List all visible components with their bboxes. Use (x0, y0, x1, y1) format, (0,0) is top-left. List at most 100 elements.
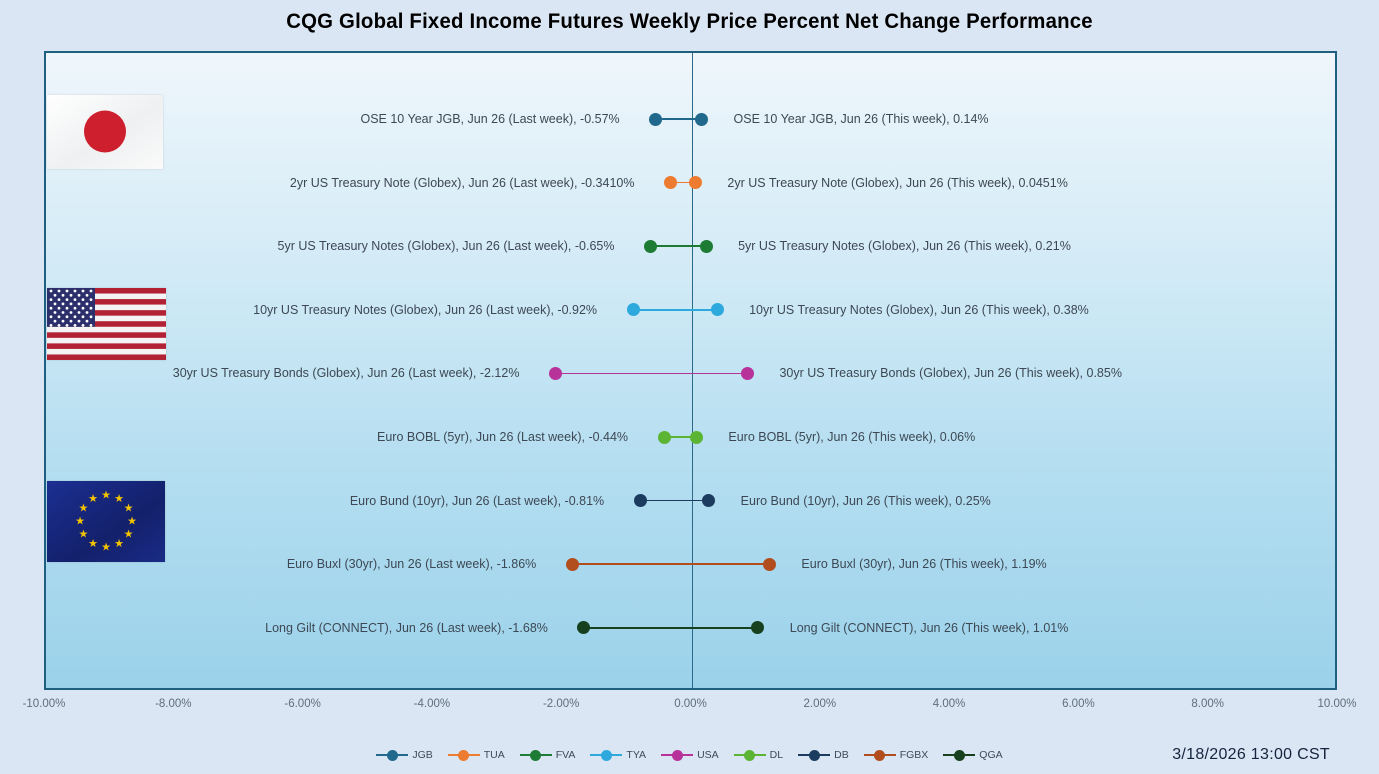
x-tick-label: -8.00% (155, 698, 192, 710)
connector-line-qga (583, 627, 758, 629)
svg-text:★: ★ (124, 503, 134, 515)
legend-item-fgbx: FGBX (863, 749, 929, 761)
zero-axis-line (692, 53, 693, 688)
svg-text:★: ★ (114, 538, 124, 550)
connector-line-jgb (655, 118, 702, 120)
plot-area: OSE 10 Year JGB, Jun 26 (Last week), -0.… (44, 51, 1337, 690)
this-week-label-fgbx: Euro Buxl (30yr), Jun 26 (This week), 1.… (801, 557, 1047, 572)
last-week-label-tua: 2yr US Treasury Note (Globex), Jun 26 (L… (289, 175, 635, 190)
data-point-this-week-jgb (695, 112, 709, 126)
data-point-this-week-db (702, 494, 716, 508)
legend-item-db: DB (798, 749, 849, 761)
connector-line-usa (555, 372, 748, 375)
legend-marker-dot (744, 749, 756, 761)
chart-title: CQG Global Fixed Income Futures Weekly P… (286, 10, 1093, 33)
last-week-label-fgbx: Euro Buxl (30yr), Jun 26 (Last week), -1… (286, 557, 537, 572)
connector-line-fgbx (572, 563, 770, 565)
legend-marker-icon (661, 749, 694, 761)
legend-item-jgb: JGB (376, 749, 433, 761)
data-point-this-week-usa (740, 366, 754, 380)
legend-marker-dot (386, 749, 398, 761)
data-point-last-week-tya (626, 303, 640, 317)
svg-text:★: ★ (101, 490, 111, 502)
legend-item-fva: FVA (519, 749, 576, 761)
data-point-last-week-fva (643, 239, 657, 253)
timestamp: 3/18/2026 13:00 CST (1172, 746, 1330, 763)
legend-label: DL (769, 749, 784, 761)
japan-flag (47, 95, 163, 169)
connector-line-dl (664, 436, 697, 438)
svg-text:★: ★ (101, 542, 111, 554)
svg-text:★: ★ (88, 493, 98, 505)
legend-marker-icon (798, 749, 831, 761)
legend-marker-dot (808, 749, 820, 761)
legend-item-tya: TYA (590, 749, 646, 761)
x-tick-label: 6.00% (1062, 698, 1095, 710)
legend-item-dl: DL (733, 749, 784, 761)
legend-marker-dot (458, 749, 470, 761)
svg-text:★: ★ (114, 493, 124, 505)
eu-flag: ★ ★ ★ ★ ★ ★ ★ ★ ★ ★ ★ ★ (47, 481, 165, 562)
data-point-last-week-jgb (649, 112, 663, 126)
data-point-last-week-fgbx (565, 557, 579, 571)
data-point-this-week-tua (688, 176, 702, 190)
legend-label: FVA (555, 749, 576, 761)
this-week-label-tya: 10yr US Treasury Notes (Globex), Jun 26 … (749, 302, 1089, 317)
this-week-label-qga: Long Gilt (CONNECT), Jun 26 (This week),… (789, 620, 1069, 635)
this-week-label-db: Euro Bund (10yr), Jun 26 (This week), 0.… (740, 493, 991, 508)
x-tick-label: 10.00% (1317, 698, 1357, 710)
this-week-label-usa: 30yr US Treasury Bonds (Globex), Jun 26 … (779, 366, 1122, 381)
data-point-this-week-tya (710, 303, 724, 317)
connector-line-tua (670, 181, 696, 184)
data-point-this-week-qga (751, 621, 765, 635)
svg-text:★: ★ (75, 516, 85, 528)
x-tick-label: 0.00% (674, 698, 707, 710)
legend-label: QGA (979, 749, 1003, 761)
data-point-this-week-dl (689, 430, 703, 444)
legend-label: USA (697, 749, 719, 761)
data-point-last-week-db (633, 494, 647, 508)
x-tick-label: -6.00% (284, 698, 321, 710)
last-week-label-db: Euro Bund (10yr), Jun 26 (Last week), -0… (349, 493, 605, 508)
svg-text:★: ★ (124, 529, 134, 541)
legend-marker-icon (376, 749, 409, 761)
x-tick-label: 4.00% (932, 698, 966, 710)
legend-marker-dot (671, 749, 683, 761)
data-point-last-week-dl (657, 430, 671, 444)
data-point-last-week-tua (663, 176, 677, 190)
x-tick-label: -10.00% (22, 698, 66, 710)
this-week-label-dl: Euro BOBL (5yr), Jun 26 (This week), 0.0… (728, 430, 976, 444)
last-week-label-qga: Long Gilt (CONNECT), Jun 26 (Last week),… (265, 620, 548, 635)
last-week-label-dl: Euro BOBL (5yr), Jun 26 (Last week), -0.… (377, 430, 629, 444)
this-week-label-jgb: OSE 10 Year JGB, Jun 26 (This week), 0.1… (733, 112, 989, 126)
last-week-label-jgb: OSE 10 Year JGB, Jun 26 (Last week), -0.… (360, 112, 620, 126)
x-tick-label: -2.00% (542, 698, 580, 710)
last-week-label-usa: 30yr US Treasury Bonds (Globex), Jun 26 … (172, 366, 520, 381)
x-tick-label: -4.00% (413, 698, 451, 710)
connector-line-tya (633, 309, 718, 311)
legend-label: TYA (626, 749, 647, 761)
legend: JGB TUA FVA TYA USA DL DB FGBX QGA (0, 749, 1379, 761)
legend-marker-dot (953, 749, 965, 761)
legend-marker-dot (874, 749, 886, 761)
x-tick-label: 2.00% (803, 698, 837, 710)
legend-marker-icon (863, 749, 896, 761)
legend-marker-icon (733, 749, 766, 761)
data-point-last-week-usa (548, 366, 562, 380)
legend-item-tua: TUA (447, 749, 505, 761)
legend-label: DB (834, 749, 849, 761)
last-week-label-tya: 10yr US Treasury Notes (Globex), Jun 26 … (253, 302, 598, 317)
legend-label: JGB (412, 749, 433, 761)
connector-line-fva (650, 245, 707, 247)
legend-label: FGBX (899, 749, 929, 761)
legend-marker-icon (943, 749, 976, 761)
last-week-label-fva: 5yr US Treasury Notes (Globex), Jun 26 (… (277, 239, 615, 254)
legend-marker-icon (519, 749, 552, 761)
legend-item-usa: USA (661, 749, 719, 761)
data-point-last-week-qga (577, 621, 591, 635)
data-point-this-week-fgbx (762, 557, 776, 571)
legend-marker-dot (600, 749, 612, 761)
legend-marker-icon (590, 749, 623, 761)
svg-text:★: ★ (127, 516, 137, 528)
